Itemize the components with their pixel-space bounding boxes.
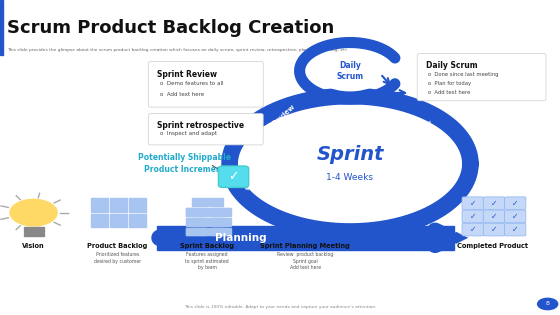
Text: Vision: Vision bbox=[22, 243, 45, 249]
FancyBboxPatch shape bbox=[148, 113, 263, 145]
FancyBboxPatch shape bbox=[462, 223, 483, 236]
Bar bbox=[186, 208, 206, 216]
FancyBboxPatch shape bbox=[462, 210, 483, 223]
Text: ✓: ✓ bbox=[491, 212, 497, 221]
Text: Sprint Backlog: Sprint Backlog bbox=[180, 243, 234, 249]
Bar bbox=[211, 228, 231, 235]
Bar bbox=[129, 214, 146, 227]
Text: ✓: ✓ bbox=[512, 212, 519, 221]
FancyBboxPatch shape bbox=[218, 166, 249, 187]
Text: Potentially Shippable
Product Increment: Potentially Shippable Product Increment bbox=[138, 153, 231, 174]
Bar bbox=[192, 198, 222, 206]
Text: o  Add text here: o Add text here bbox=[160, 92, 204, 97]
Bar bbox=[110, 198, 127, 212]
Text: o  Done since last meeting: o Done since last meeting bbox=[428, 72, 499, 77]
Text: Sprint Planning Meeting: Sprint Planning Meeting bbox=[260, 243, 350, 249]
Bar bbox=[186, 228, 228, 235]
Text: o  Demo features to all: o Demo features to all bbox=[160, 81, 223, 86]
FancyBboxPatch shape bbox=[505, 223, 526, 236]
Text: o  Inspect and adapt: o Inspect and adapt bbox=[160, 131, 217, 136]
Circle shape bbox=[315, 51, 385, 91]
Bar bbox=[211, 208, 231, 216]
Text: Retrospect: Retrospect bbox=[245, 151, 257, 190]
Circle shape bbox=[538, 298, 558, 310]
FancyBboxPatch shape bbox=[505, 197, 526, 209]
FancyBboxPatch shape bbox=[483, 223, 505, 236]
Text: Completed Product: Completed Product bbox=[458, 243, 528, 249]
Text: o  Plan for today: o Plan for today bbox=[428, 81, 472, 86]
Text: Review  product backlog
Sprint goal
Add text here: Review product backlog Sprint goal Add t… bbox=[277, 252, 333, 270]
Text: Prioritized features
desired by customer: Prioritized features desired by customer bbox=[94, 252, 141, 264]
Text: Sprint: Sprint bbox=[316, 145, 384, 164]
Text: This slide is 100% editable. Adapt to your needs and capture your audience’s att: This slide is 100% editable. Adapt to yo… bbox=[184, 305, 376, 309]
Bar bbox=[186, 208, 228, 216]
Text: ✓: ✓ bbox=[469, 225, 476, 234]
Bar bbox=[186, 218, 206, 226]
Bar bbox=[91, 198, 108, 212]
Text: ✓: ✓ bbox=[491, 225, 497, 234]
Bar bbox=[211, 218, 231, 226]
Text: Daily Scrum: Daily Scrum bbox=[426, 61, 477, 71]
Text: Scrum Product Backlog Creation: Scrum Product Backlog Creation bbox=[7, 19, 334, 37]
Text: ✓: ✓ bbox=[512, 199, 519, 208]
Bar bbox=[24, 233, 44, 236]
Bar bbox=[157, 226, 454, 250]
Circle shape bbox=[10, 199, 57, 226]
FancyBboxPatch shape bbox=[417, 54, 546, 101]
Text: 1-4 Weeks: 1-4 Weeks bbox=[326, 174, 374, 182]
Text: 8: 8 bbox=[546, 301, 549, 306]
Text: Sprint retrospective: Sprint retrospective bbox=[157, 121, 244, 130]
Text: Product Backlog: Product Backlog bbox=[87, 243, 148, 249]
Text: ✓: ✓ bbox=[469, 212, 476, 221]
Bar bbox=[129, 198, 146, 212]
Text: ✓: ✓ bbox=[228, 170, 239, 183]
Bar bbox=[186, 228, 206, 235]
Text: Planning: Planning bbox=[215, 233, 267, 243]
Bar bbox=[110, 214, 127, 227]
Circle shape bbox=[251, 108, 449, 219]
Bar bbox=[192, 218, 222, 226]
Text: Features assigned
to sprint estimated
by team: Features assigned to sprint estimated by… bbox=[185, 252, 229, 270]
FancyBboxPatch shape bbox=[462, 197, 483, 209]
Text: Implementation: Implementation bbox=[424, 120, 449, 167]
Text: ✓: ✓ bbox=[491, 199, 497, 208]
Text: ✓: ✓ bbox=[469, 199, 476, 208]
Text: ✓: ✓ bbox=[512, 225, 519, 234]
Bar bbox=[0, 0, 3, 55]
Bar bbox=[24, 230, 44, 232]
FancyBboxPatch shape bbox=[505, 210, 526, 223]
Text: o  Add text here: o Add text here bbox=[428, 90, 471, 95]
Text: Sprint Review: Sprint Review bbox=[157, 70, 217, 79]
FancyBboxPatch shape bbox=[483, 210, 505, 223]
Bar bbox=[24, 227, 44, 229]
FancyBboxPatch shape bbox=[483, 197, 505, 209]
Text: This slide provides the glimpse about the scrum product backlog creation which f: This slide provides the glimpse about th… bbox=[7, 49, 348, 52]
FancyBboxPatch shape bbox=[148, 61, 263, 107]
Text: Daily
Scrum: Daily Scrum bbox=[337, 61, 363, 81]
Text: Review: Review bbox=[271, 103, 296, 127]
Bar bbox=[91, 214, 108, 227]
